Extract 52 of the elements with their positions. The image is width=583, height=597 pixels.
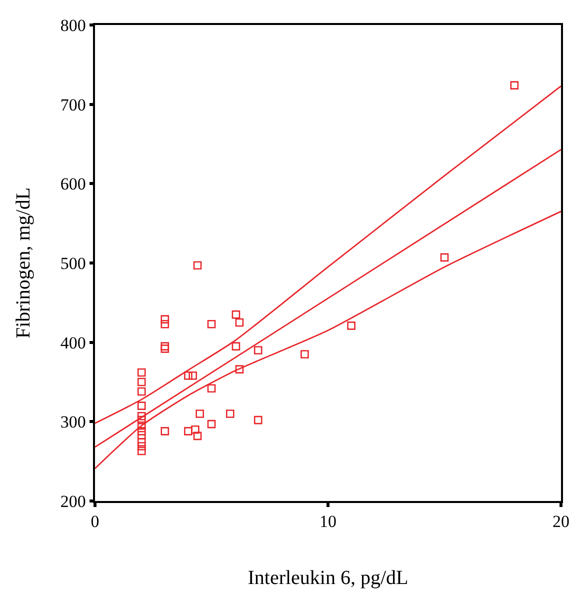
point (137, 431, 146, 440)
point (137, 402, 146, 410)
point (510, 81, 519, 90)
point (137, 442, 146, 450)
y-tick-label: 600 (60, 174, 86, 194)
point (137, 416, 146, 424)
point (160, 344, 170, 353)
point (137, 368, 146, 377)
x-axis-title: Interleukin 6, pg/dL (248, 567, 408, 590)
x-tick-label: 20 (552, 512, 570, 532)
point (232, 310, 240, 319)
y-tick-label: 300 (60, 412, 86, 432)
line-series (95, 210, 561, 470)
point (188, 372, 198, 380)
y-tick-label: 400 (60, 333, 86, 352)
point (207, 420, 216, 428)
point (347, 322, 356, 330)
point (300, 350, 309, 358)
line-series (95, 85, 561, 424)
point (254, 346, 262, 354)
y-axis-title: Fibrinogen, mg/dL (12, 187, 34, 339)
point (160, 427, 170, 436)
point (184, 427, 192, 436)
y-tick-label: 800 (60, 16, 86, 35)
point (196, 410, 204, 418)
point (193, 261, 202, 270)
y-tick-label: 700 (60, 95, 86, 114)
y-tick-label: 200 (60, 492, 86, 511)
point (137, 421, 146, 430)
x-tick-label: 0 (90, 512, 100, 532)
y-tick-label: 500 (60, 254, 86, 273)
point (137, 378, 146, 386)
point (184, 372, 192, 380)
point (191, 425, 200, 434)
point (137, 438, 146, 446)
point (207, 384, 216, 392)
point (137, 412, 146, 420)
point (160, 320, 170, 328)
point (235, 318, 244, 327)
x-tick-label: 10 (320, 512, 336, 532)
point (232, 342, 240, 350)
point (160, 315, 170, 324)
point (193, 432, 202, 440)
point (160, 342, 170, 350)
point (235, 365, 244, 374)
point (440, 253, 449, 262)
point (254, 416, 262, 424)
point (207, 320, 216, 328)
point (137, 387, 146, 396)
point (137, 446, 146, 456)
point (137, 427, 146, 436)
point (226, 410, 234, 418)
